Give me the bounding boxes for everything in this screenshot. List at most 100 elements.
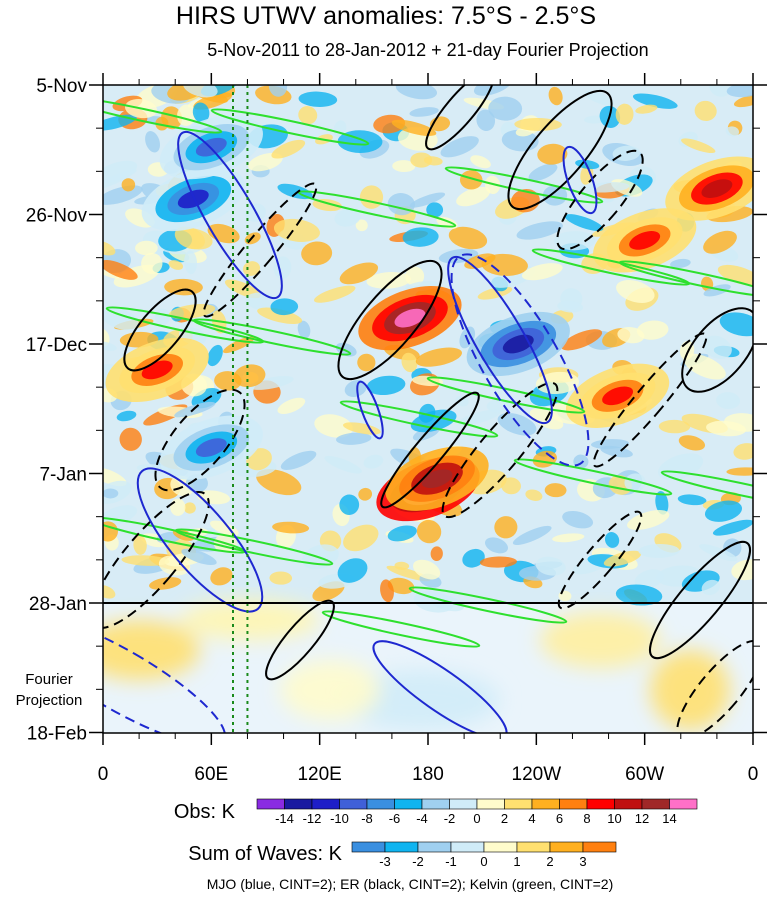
obs-cell <box>470 155 491 169</box>
kelvin-contour <box>408 586 568 624</box>
obs-cell <box>485 537 508 554</box>
obs-cell <box>386 565 431 582</box>
er-contour <box>337 259 443 381</box>
mjo-contour <box>136 467 264 613</box>
obs-cell <box>380 579 394 603</box>
mjo-contour <box>372 640 508 733</box>
obs-cell <box>269 571 293 585</box>
obs-cell <box>494 516 518 539</box>
obs-cell <box>339 494 360 515</box>
kelvin-contour <box>513 458 673 496</box>
waves-colorbar-tick: 2 <box>546 854 553 869</box>
obs-cell <box>561 329 603 351</box>
obs-cell <box>298 91 338 107</box>
obs-cell <box>103 307 139 331</box>
obs-cell <box>535 371 580 395</box>
obs-cell <box>337 558 368 583</box>
waves-colorbar-tick: 1 <box>513 854 520 869</box>
obs-cell <box>249 376 294 390</box>
obs-cell <box>670 258 691 269</box>
projection-label: Fourier Projection <box>15 671 83 709</box>
obs-cell <box>512 525 552 546</box>
obs-cell <box>103 585 116 599</box>
projection-patch <box>540 612 660 668</box>
obs-colorbar-cell <box>504 798 533 810</box>
mjo-contours <box>103 130 598 733</box>
obs-cell <box>207 344 223 367</box>
obs-cell <box>516 221 563 240</box>
obs-cell <box>409 107 439 117</box>
mjo-contour <box>103 613 226 733</box>
kelvin-contour <box>210 108 370 146</box>
kelvin-contour <box>321 610 481 648</box>
anomaly-ring <box>629 231 661 250</box>
obs-cell <box>164 278 203 296</box>
waves-colorbar-cell <box>516 841 551 853</box>
y-tick-label: 26-Nov <box>26 206 88 227</box>
obs-cell <box>617 327 645 344</box>
obs-cell <box>708 85 732 97</box>
obs-cell <box>366 375 406 396</box>
obs-cell <box>301 241 333 266</box>
kelvin-contour <box>339 400 499 438</box>
mjo-contour <box>447 255 553 425</box>
obs-colorbar-tick: -4 <box>416 811 428 826</box>
obs-cell <box>387 577 415 595</box>
waves-colorbar-tick: 0 <box>480 854 487 869</box>
obs-cell <box>731 559 753 581</box>
obs-cell <box>702 335 732 359</box>
er-contour <box>265 599 335 681</box>
projection-patch <box>280 660 380 720</box>
obs-cell <box>410 152 433 168</box>
obs-cell <box>387 525 417 542</box>
obs-cell <box>584 90 615 106</box>
obs-colorbar-tick: 0 <box>473 811 480 826</box>
anomaly-feature <box>565 363 670 428</box>
obs-cell <box>681 138 716 154</box>
waves-colorbar-cell <box>351 841 386 853</box>
obs-cell <box>486 399 512 413</box>
anomaly-feature <box>141 166 245 232</box>
x-tick-label: 120E <box>297 764 341 785</box>
mjo-contour <box>356 380 384 440</box>
obs-cell <box>456 186 491 207</box>
obs-colorbar-cell <box>641 798 670 810</box>
obs-cell <box>103 341 117 351</box>
obs-cell <box>635 104 658 114</box>
obs-cell <box>121 555 170 566</box>
obs-cell <box>416 519 442 544</box>
obs-cell <box>704 500 743 522</box>
obs-cell <box>297 320 311 339</box>
obs-cell <box>733 443 753 460</box>
obs-cell <box>271 139 306 159</box>
er-contour <box>507 89 613 211</box>
obs-cell <box>268 85 288 97</box>
obs-cell <box>521 263 563 281</box>
er-contour <box>123 288 197 372</box>
obs-colorbar-cell <box>531 798 560 810</box>
obs-colorbar-tick: -12 <box>303 811 322 826</box>
obs-cell <box>174 226 205 250</box>
obs-cell <box>170 498 186 516</box>
obs-colorbar-tick: 2 <box>501 811 508 826</box>
projection-patch <box>103 620 200 680</box>
obs-colorbar-cell <box>394 798 423 810</box>
obs-colorbar-tick: -8 <box>361 811 373 826</box>
obs-cell <box>537 143 568 165</box>
obs-cell <box>726 467 753 476</box>
er-contour <box>649 540 751 660</box>
obs-cell <box>603 550 642 567</box>
obs-cell <box>214 371 242 391</box>
waves-colorbar-cell <box>582 841 617 853</box>
anomaly-feature <box>593 208 697 273</box>
er-contour <box>154 388 246 492</box>
er-contour <box>556 149 644 251</box>
mjo-contour <box>562 145 598 215</box>
x-tick-label: 120W <box>512 764 562 785</box>
er-contour <box>103 491 210 629</box>
obs-cell <box>624 473 646 492</box>
obs-cell <box>719 312 753 337</box>
obs-cell <box>481 253 528 276</box>
y-tick-label: 7-Jan <box>39 465 87 486</box>
obs-cell <box>339 262 379 285</box>
